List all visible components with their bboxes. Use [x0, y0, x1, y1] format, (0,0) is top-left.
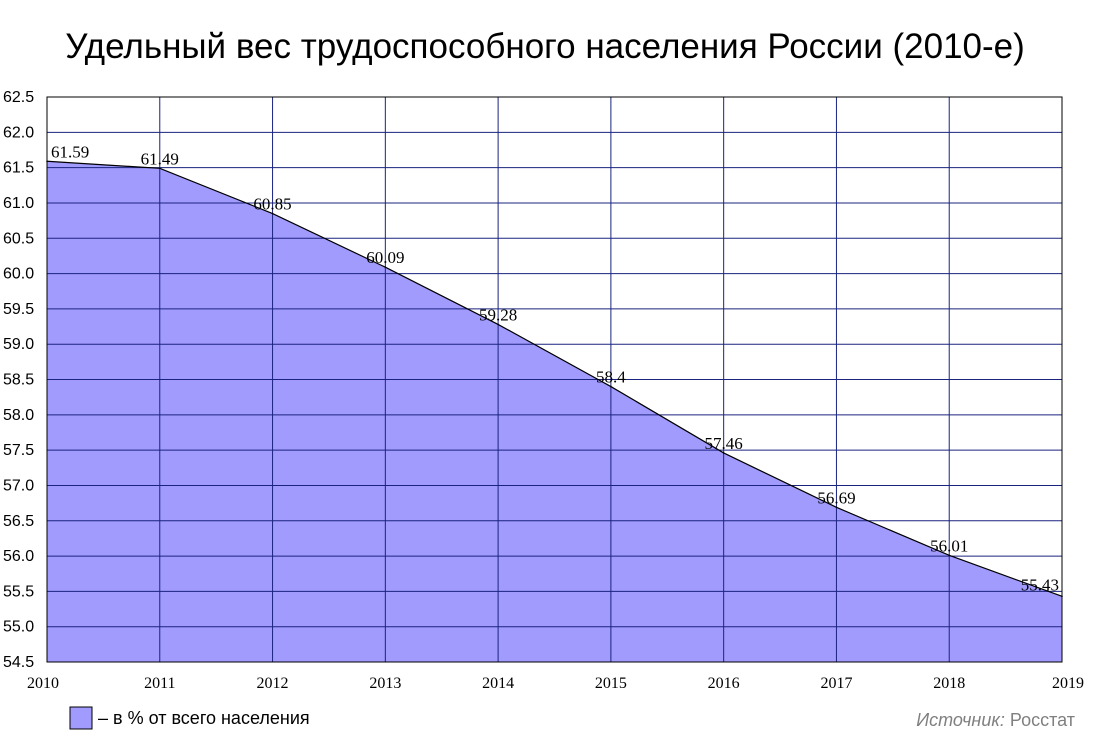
source-text: Источник: Росстат: [916, 710, 1075, 730]
data-point: [722, 452, 725, 454]
data-label: 55.43: [1021, 575, 1059, 594]
y-tick-label: 58.0: [3, 407, 34, 424]
legend-label: – в % от всего населения: [98, 708, 310, 728]
x-tick-label: 2016: [708, 675, 740, 692]
y-tick-label: 59.0: [3, 336, 34, 353]
data-point: [948, 554, 951, 557]
y-tick-label: 58.5: [3, 372, 34, 389]
plot-area: 62.5 62.0 61.5 61.0 60.5 60.0 59.5 59.0 58.5 58.0…: [3, 89, 1084, 692]
data-point: [835, 506, 838, 509]
y-tick-label: 62.5: [3, 89, 34, 106]
y-tick-label: 60.0: [3, 266, 34, 283]
x-tick-label: 2014: [482, 675, 514, 692]
y-tick-label: 55.5: [3, 583, 34, 600]
data-point: [271, 212, 274, 215]
x-tick-label: 2019: [1052, 675, 1084, 692]
data-label: 60.09: [366, 248, 404, 267]
data-point: [610, 385, 612, 388]
data-point: [384, 266, 387, 269]
legend: – в % от всего населения: [69, 706, 310, 730]
source-note: Источник: Росстат: [916, 710, 1075, 730]
y-tick-label: 61.0: [3, 195, 34, 212]
chart-title: Удельный вес трудоспособного населения Р…: [65, 27, 1025, 66]
y-tick-label: 57.5: [3, 442, 34, 459]
source-label: Источник:: [916, 710, 1005, 730]
x-tick-label: 2011: [144, 675, 175, 692]
data-label: 57.46: [705, 434, 743, 453]
plot-frame: [46, 96, 1063, 663]
y-tick-label: 55.0: [3, 619, 34, 636]
y-tick-label: 62.0: [3, 124, 34, 141]
legend-swatch: [69, 706, 93, 730]
data-point: [46, 160, 48, 163]
series-line: [46, 160, 1063, 597]
y-tick-label: 59.5: [3, 301, 34, 318]
x-tick-label: 2012: [257, 675, 289, 692]
data-point: [1061, 595, 1063, 598]
data-point: [497, 323, 499, 326]
data-label: 58.4: [596, 368, 626, 387]
x-tick-label: 2017: [820, 675, 852, 692]
x-tick-label: 2015: [595, 675, 627, 692]
area-fill: [47, 161, 1062, 663]
y-tick-label: 57.0: [3, 477, 34, 494]
y-tick-label: 54.5: [3, 654, 34, 671]
data-point: [158, 167, 161, 170]
y-tick-label: 61.5: [3, 160, 34, 177]
y-tick-label: 60.5: [3, 230, 34, 247]
data-label: 56.01: [930, 536, 968, 555]
data-label: 61.49: [141, 149, 179, 168]
x-tick-label: 2010: [27, 675, 59, 692]
data-label: 59.28: [479, 305, 517, 324]
x-tick-label: 2013: [369, 675, 401, 692]
y-tick-label: 56.0: [3, 548, 34, 565]
data-label: 61.59: [51, 142, 89, 161]
data-label: 60.85: [253, 195, 291, 214]
source-value: Росстат: [1010, 710, 1075, 730]
data-label: 56.69: [817, 488, 855, 507]
y-tick-label: 56.5: [3, 513, 34, 530]
x-tick-label: 2018: [933, 675, 965, 692]
